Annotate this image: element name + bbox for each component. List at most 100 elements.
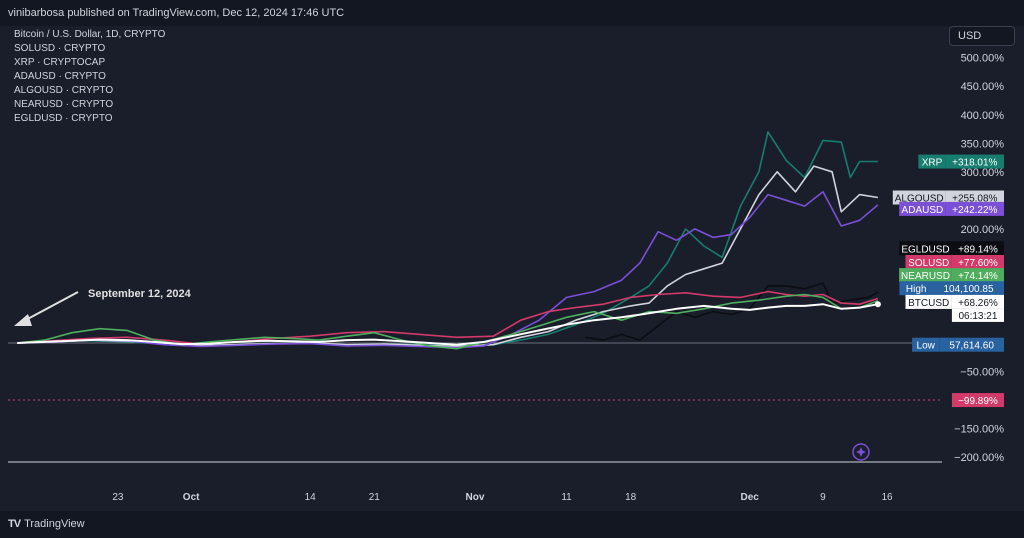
tradingview-logo-icon: TV [8, 518, 21, 530]
series-line-btcusd [17, 303, 879, 346]
annotation-text: September 12, 2024 [88, 288, 192, 300]
currency-button[interactable]: USD [949, 26, 1015, 46]
legend-item-adausd[interactable]: ADAUSD · CRYPTO [14, 71, 106, 82]
price-label-value-bg [951, 268, 1004, 283]
legend: Bitcoin / U.S. Dollar, 1D, CRYPTO SOLUSD… [14, 28, 165, 126]
price-label-tag: BTCUSD [908, 298, 949, 309]
y-tick-label: −200.00% [954, 452, 1004, 464]
y-tick-label: −150.00% [954, 424, 1004, 436]
y-tick-label: 450.00% [961, 81, 1005, 93]
brand-name: TradingView [24, 518, 85, 530]
brand[interactable]: TV TradingView [8, 518, 85, 530]
annotation-arrow-head [14, 314, 32, 326]
price-label: ALGOUSD +255.08% [892, 190, 1004, 205]
chart-settings-icon[interactable] [852, 443, 870, 461]
price-label-value-bg [951, 294, 1004, 309]
price-label-value-bg [951, 393, 1004, 408]
y-tick-label: 350.00% [961, 138, 1005, 150]
price-labels: XRP +318.01% ALGOUSD +255.08% ADAUSD +242.22%… [892, 154, 1004, 408]
x-tick-label: 21 [369, 492, 381, 503]
y-tick-label: 200.00% [961, 224, 1005, 236]
price-label-value: 104,100.85 [943, 284, 993, 295]
y-tick-label: 500.00% [961, 53, 1005, 65]
price-label-value-bg [945, 154, 1004, 169]
price-label-tag: EGLDUSD [901, 244, 949, 255]
x-tick-label: 18 [625, 492, 637, 503]
price-label-tag-bg [899, 201, 946, 216]
price-label-tag: ALGOUSD [895, 193, 944, 204]
price-label-tag-bg [912, 337, 940, 352]
price-label-value-bg [939, 337, 1004, 352]
price-label-value-bg [945, 201, 1004, 216]
y-tick-label: 400.00% [961, 110, 1005, 122]
price-label-value-bg [945, 190, 1004, 205]
price-label-value: +242.22% [952, 205, 997, 216]
x-tick-label: 9 [820, 492, 826, 503]
y-tick-label: −50.00% [960, 367, 1004, 379]
price-label-value: +89.14% [958, 244, 998, 255]
price-label: ADAUSD +242.22% [899, 201, 1004, 216]
price-label: NEARUSD +74.14% [899, 268, 1004, 283]
legend-item-solusd[interactable]: SOLUSD · CRYPTO [14, 43, 106, 54]
gridlines [8, 342, 942, 463]
bottom-bar [0, 511, 1024, 538]
legend-item-nearusd[interactable]: NEARUSD · CRYPTO [14, 99, 114, 110]
publisher-line: vinibarbosa published on TradingView.com… [8, 7, 345, 19]
series-line-egldusd [584, 282, 879, 341]
price-label-value: +74.14% [958, 271, 998, 282]
price-label-value: +68.26% [958, 298, 998, 309]
series-layer [17, 131, 879, 350]
price-label-value: 57,614.60 [949, 341, 994, 352]
x-tick-label: 23 [112, 492, 124, 503]
x-tick-label: 14 [305, 492, 317, 503]
price-label-tag: High [906, 284, 927, 295]
price-label-tag-bg [905, 254, 952, 269]
x-tick-label: Dec [741, 492, 760, 503]
price-label-value: +318.01% [952, 158, 997, 169]
price-label-sub-bg [951, 308, 1004, 322]
price-label-tag: Low [917, 341, 936, 352]
price-label: −99.89% [951, 393, 1004, 408]
price-label-tag-bg [918, 154, 946, 169]
annotation: September 12, 2024 [14, 288, 870, 461]
price-label-value: +77.60% [958, 258, 998, 269]
x-tick-label: Oct [183, 492, 200, 503]
icon-star [856, 447, 866, 457]
price-label: BTCUSD +68.26% 06:13:21 [905, 294, 1004, 322]
price-label-tag-bg [899, 241, 952, 256]
series-line-adausd [17, 191, 879, 349]
series-line-algousd [17, 165, 879, 348]
price-label-value-bg [951, 254, 1004, 269]
price-label-tag-bg [899, 281, 933, 296]
price-label-sub: 06:13:21 [958, 311, 997, 322]
price-label-value-bg [933, 281, 1004, 296]
price-label-tag: XRP [922, 158, 943, 169]
legend-item-xrp[interactable]: XRP · CRYPTOCAP [14, 57, 106, 68]
x-axis: 23 Oct 14 21 Nov 11 18 Dec 9 16 [112, 492, 893, 503]
x-tick-label: 11 [561, 492, 572, 503]
icon-ring [852, 443, 870, 461]
price-label-value: +255.08% [952, 193, 997, 204]
series-line-xrp [17, 131, 878, 347]
x-tick-label: Nov [466, 492, 485, 503]
annotation-arrow-shaft [21, 291, 79, 323]
price-label-value-bg [951, 241, 1004, 256]
x-tick-label: 16 [881, 492, 893, 503]
price-label-tag: NEARUSD [901, 271, 950, 282]
price-label: High 104,100.85 [899, 281, 1004, 296]
legend-item-bitcoin[interactable]: Bitcoin / U.S. Dollar, 1D, CRYPTO [14, 29, 166, 40]
price-label-tag: SOLUSD [908, 258, 949, 269]
price-label: Low 57,614.60 [912, 337, 1004, 352]
price-label: SOLUSD +77.60% [905, 254, 1004, 269]
top-bar [0, 0, 1024, 26]
btc-end-marker [874, 301, 881, 308]
legend-item-algousd[interactable]: ALGOUSD · CRYPTO [14, 85, 114, 96]
price-label-tag-bg [905, 294, 952, 309]
price-label-value: −99.89% [958, 396, 998, 407]
price-label-tag-bg [892, 190, 946, 205]
price-label: EGLDUSD +89.14% [899, 241, 1004, 256]
marker-layer [874, 301, 881, 308]
y-tick-label: 300.00% [961, 167, 1005, 179]
legend-item-egldusd[interactable]: EGLDUSD · CRYPTO [14, 113, 113, 124]
